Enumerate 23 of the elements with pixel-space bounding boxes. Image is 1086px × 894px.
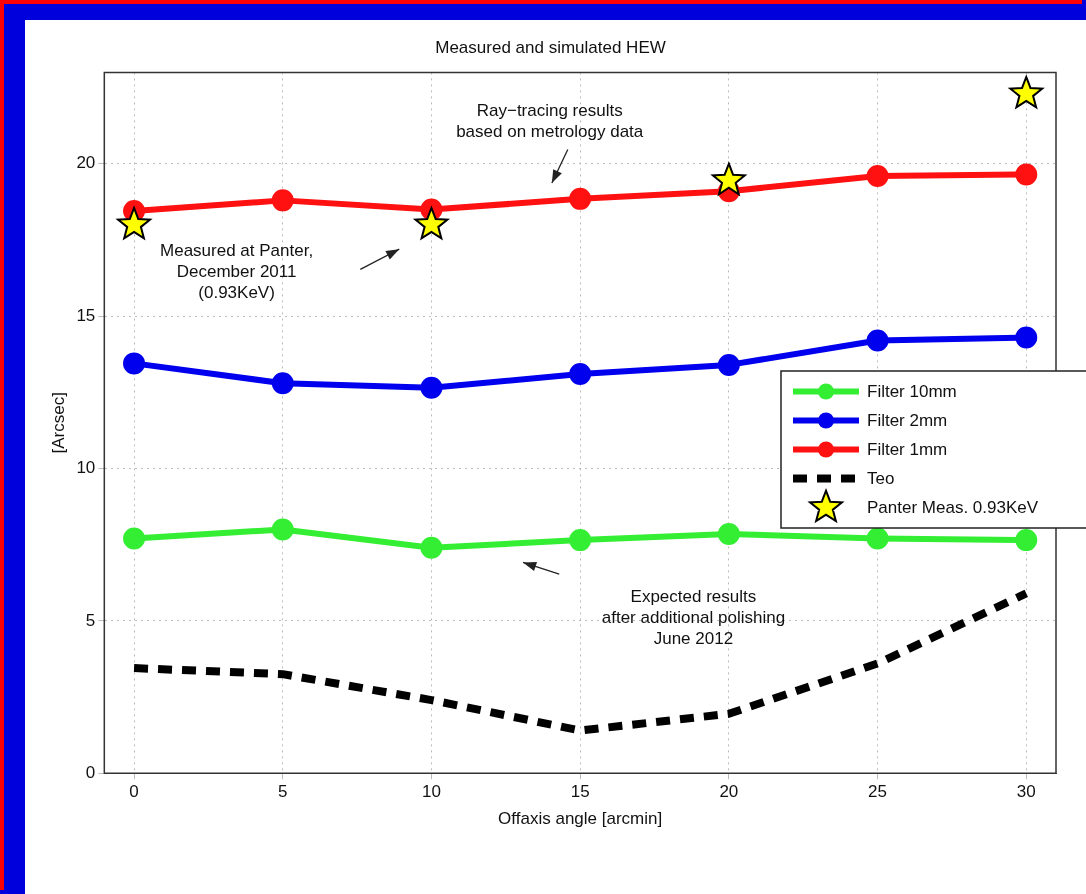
y-tick-label: 10 — [76, 458, 96, 478]
annotation: Measured at Panter, December 2011 (0.93KeV) — [160, 240, 314, 302]
x-tick-label: 30 — [1016, 782, 1036, 802]
x-tick-label: 0 — [129, 782, 139, 802]
annotation: Ray−tracing results based on metrology data — [456, 101, 644, 142]
legend-label: Panter Meas. 0.93KeV — [867, 498, 1039, 518]
chart-title: Measured and simulated HEW — [435, 37, 666, 57]
y-tick-label: 20 — [76, 153, 96, 173]
y-axis-title: [Arcsec] — [48, 392, 68, 454]
legend-label: Filter 1mm — [867, 440, 948, 460]
legend-label: Teo — [867, 469, 895, 489]
y-tick-label: 15 — [76, 305, 96, 325]
x-tick-label: 5 — [278, 782, 288, 802]
x-tick-label: 10 — [421, 782, 441, 802]
y-tick-label: 0 — [85, 762, 96, 782]
x-axis-title: Offaxis angle [arcmin] — [498, 809, 663, 829]
x-tick-label: 25 — [868, 782, 888, 802]
y-tick-label: 5 — [85, 610, 96, 630]
annotation: Expected results after additional polishing June 2012 — [601, 587, 786, 649]
x-tick-label: 15 — [570, 782, 590, 802]
legend-label: Filter 2mm — [867, 411, 948, 431]
legend-label: Filter 10mm — [867, 382, 957, 402]
x-tick-label: 20 — [719, 782, 739, 802]
